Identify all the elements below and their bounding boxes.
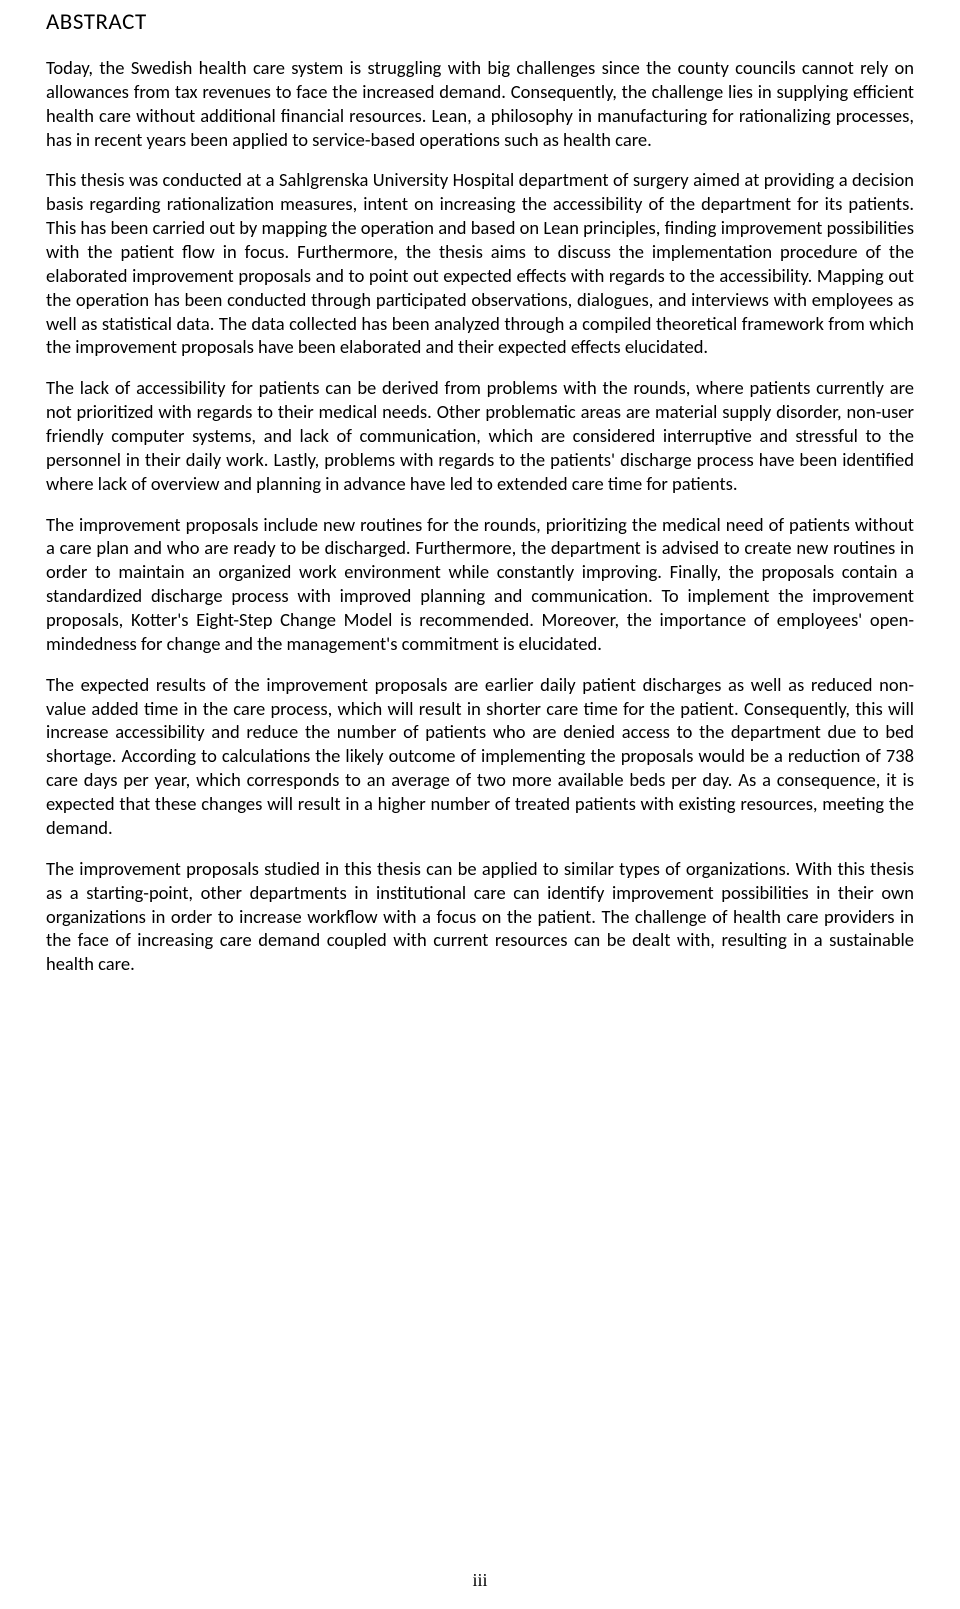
paragraph-4: The improvement proposals include new ro… [46,513,914,656]
page-number: iii [0,1570,960,1591]
paragraph-5: The expected results of the improvement … [46,673,914,840]
paragraph-2: This thesis was conducted at a Sahlgrens… [46,168,914,359]
paragraph-1: Today, the Swedish health care system is… [46,56,914,151]
paragraph-3: The lack of accessibility for patients c… [46,376,914,495]
document-page: ABSTRACT Today, the Swedish health care … [0,0,960,1609]
paragraph-6: The improvement proposals studied in thi… [46,857,914,976]
abstract-title: ABSTRACT [46,8,914,36]
